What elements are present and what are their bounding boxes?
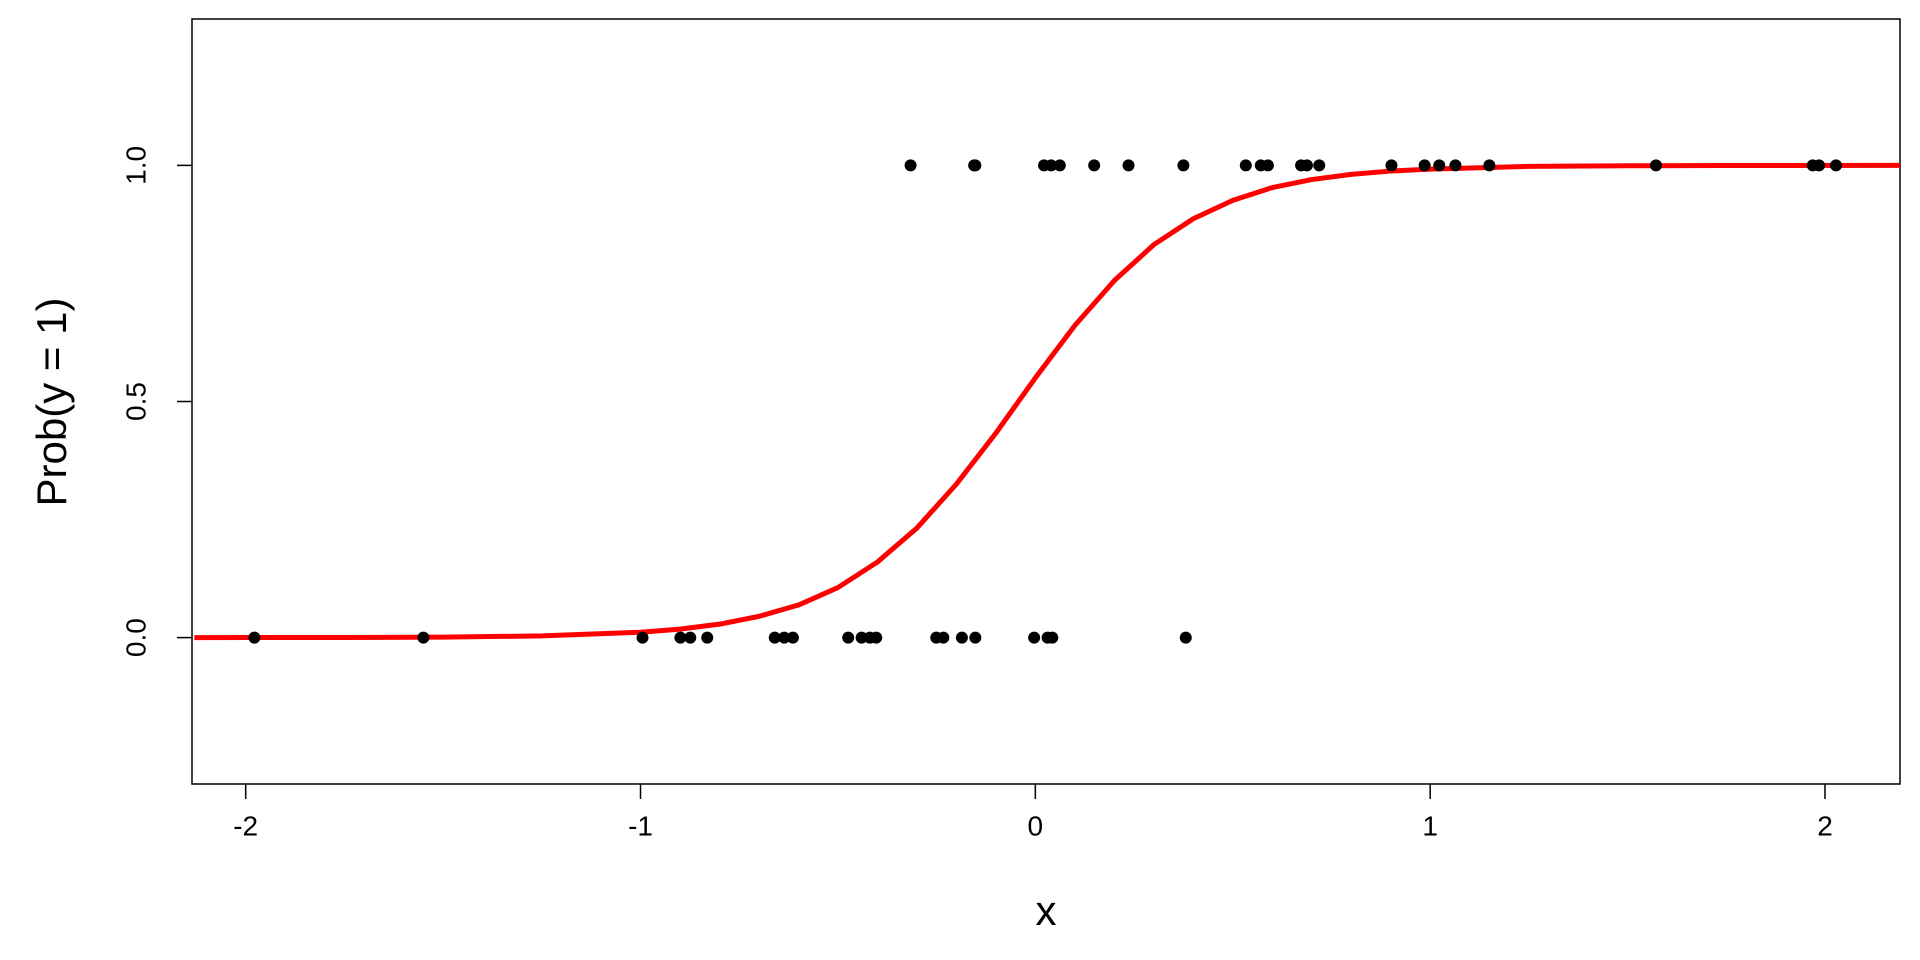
data-point bbox=[1028, 631, 1041, 644]
fitted-curve bbox=[194, 162, 1900, 641]
data-point bbox=[1239, 159, 1252, 172]
data-point bbox=[1483, 159, 1496, 172]
x-tick-label: -1 bbox=[628, 810, 653, 841]
y-axis-label: Prob(y = 1) bbox=[28, 298, 75, 507]
x-axis-label: x bbox=[1036, 887, 1057, 934]
x-tick-label: 1 bbox=[1422, 810, 1438, 841]
data-point bbox=[1433, 159, 1446, 172]
data-point bbox=[1177, 159, 1190, 172]
data-point bbox=[904, 159, 917, 172]
y-tick-label: 0.0 bbox=[120, 618, 151, 657]
data-point bbox=[1313, 159, 1326, 172]
data-point bbox=[636, 631, 649, 644]
data-point bbox=[1813, 159, 1826, 172]
data-point bbox=[1261, 159, 1274, 172]
data-point bbox=[937, 631, 950, 644]
data-point bbox=[778, 631, 791, 644]
data-point bbox=[969, 631, 982, 644]
data-point bbox=[1300, 159, 1313, 172]
data-point bbox=[1088, 159, 1101, 172]
data-point bbox=[674, 631, 687, 644]
data-point bbox=[684, 631, 697, 644]
data-point bbox=[1046, 631, 1059, 644]
data-point bbox=[768, 631, 781, 644]
x-tick-label: -2 bbox=[233, 810, 258, 841]
data-point bbox=[969, 159, 982, 172]
data-point bbox=[1449, 159, 1462, 172]
data-point bbox=[417, 631, 430, 644]
data-point bbox=[1385, 159, 1398, 172]
y-tick-label: 0.5 bbox=[120, 382, 151, 421]
data-point bbox=[1650, 159, 1662, 172]
x-tick-label: 0 bbox=[1028, 810, 1044, 841]
data-point bbox=[786, 631, 799, 644]
data-point bbox=[1830, 159, 1843, 172]
data-point bbox=[1053, 159, 1066, 172]
data-point bbox=[870, 631, 883, 644]
data-point bbox=[1045, 159, 1058, 172]
data-point bbox=[855, 631, 868, 644]
x-tick-label: 2 bbox=[1817, 810, 1833, 841]
data-point bbox=[1122, 159, 1135, 172]
data-point bbox=[1179, 631, 1192, 644]
data-point bbox=[842, 631, 855, 644]
plot-frame bbox=[191, 18, 1901, 785]
data-point bbox=[248, 631, 261, 644]
data-point bbox=[701, 631, 714, 644]
y-tick-label: 1.0 bbox=[120, 146, 151, 185]
data-point bbox=[955, 631, 968, 644]
data-point bbox=[1418, 159, 1431, 172]
